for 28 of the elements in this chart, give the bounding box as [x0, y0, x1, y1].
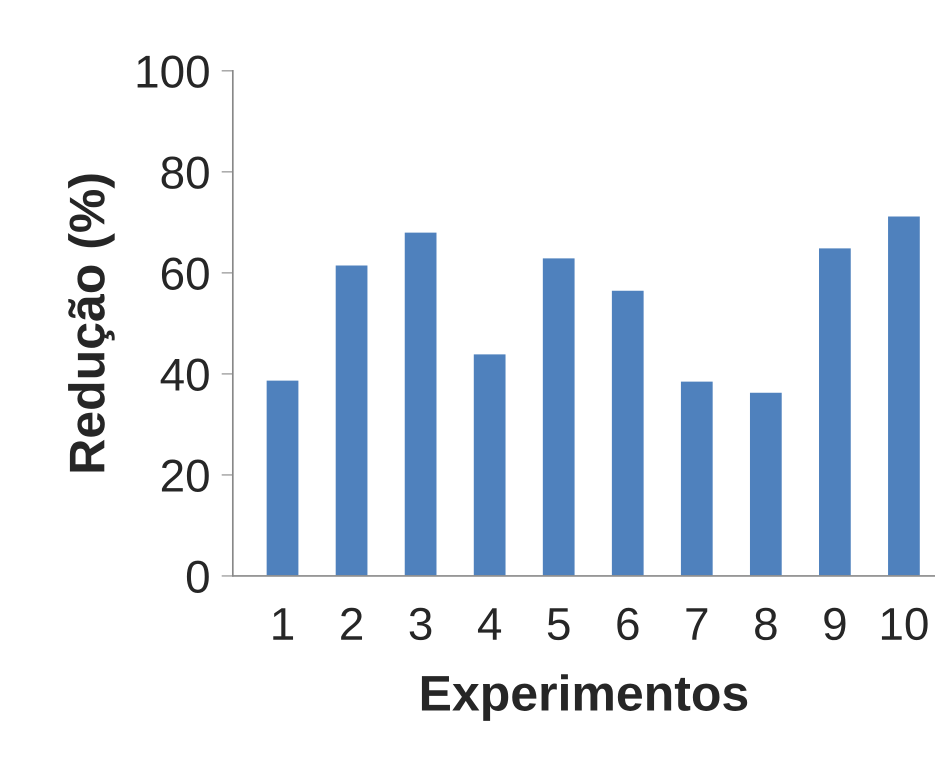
x-tick-label: 1 [273, 608, 294, 640]
x-tick-label: 4 [478, 608, 502, 640]
x-tick-label: 10 [882, 608, 928, 640]
bar [680, 380, 714, 576]
x-tick-label: 3 [410, 608, 432, 640]
bar [818, 246, 852, 576]
bar [610, 289, 646, 576]
y-tick-label: 0 [186, 560, 209, 594]
bar [748, 391, 784, 576]
y-tick-label: 60 [162, 257, 209, 290]
x-tick-label: 7 [686, 608, 708, 640]
x-axis-title: Experimentos [422, 674, 748, 721]
bar [265, 379, 300, 576]
x-tick-label: 8 [755, 608, 777, 640]
y-tick-label: 80 [162, 156, 209, 189]
bar [403, 231, 438, 576]
y-axis-title: Redução (%) [68, 174, 115, 472]
y-tick-label: 20 [162, 460, 209, 492]
bar [472, 353, 507, 576]
x-tick-label: 9 [824, 608, 846, 640]
x-tick-label: 2 [341, 608, 362, 640]
x-tick-label: 6 [617, 608, 638, 640]
bar [334, 264, 369, 576]
bar [541, 257, 576, 576]
x-tick-label: 5 [548, 608, 570, 640]
y-tick-label: 40 [160, 358, 209, 391]
bar [886, 215, 922, 576]
y-tick-label: 100 [138, 55, 209, 88]
